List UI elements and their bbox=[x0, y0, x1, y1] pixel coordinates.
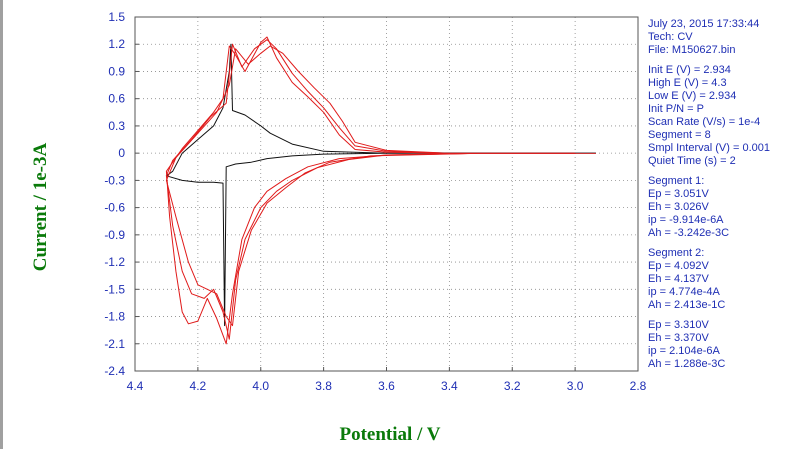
param-segment: Segment = 8 bbox=[648, 129, 711, 141]
seg3-ah: Ah = 1.288e-3C bbox=[648, 358, 726, 370]
seg2-title: Segment 2: bbox=[648, 247, 705, 259]
y-tick-label: -1.8 bbox=[104, 310, 125, 324]
y-axis-label: Current / 1e-3A bbox=[30, 142, 51, 272]
y-tick-label: 0.6 bbox=[108, 92, 125, 106]
y-tick-label: -2.1 bbox=[104, 337, 125, 351]
x-tick-label: 4.4 bbox=[127, 379, 144, 393]
y-tick-label: 0 bbox=[118, 146, 125, 160]
window-edge bbox=[0, 0, 3, 449]
series-line-5 bbox=[165, 45, 576, 327]
y-tick-label: -0.3 bbox=[104, 173, 125, 187]
y-tick-label: -1.2 bbox=[104, 255, 125, 269]
param-high-e: High E (V) = 4.3 bbox=[648, 77, 727, 89]
info-tech: Tech: CV bbox=[648, 31, 693, 43]
param-quiet-time: Quiet Time (s) = 2 bbox=[648, 155, 736, 167]
series-line-4 bbox=[165, 39, 576, 340]
seg1-eh: Eh = 3.026V bbox=[648, 201, 709, 213]
seg1-ep: Ep = 3.051V bbox=[648, 188, 709, 200]
y-tick-label: -0.9 bbox=[104, 228, 125, 242]
x-axis-label: Potential / V bbox=[339, 424, 441, 445]
seg1-ip: ip = -9.914e-6A bbox=[648, 214, 724, 226]
tick-layer: 4.4 4.2 4.0 3.8 3.6 3.4 3.2 3.0 2.8 1.5 1.2 0.9 0.6 0… bbox=[104, 10, 646, 393]
segment1-group: Segment 1: Ep = 3.051V Eh = 3.026V ip = … bbox=[648, 175, 798, 240]
x-tick-label: 3.2 bbox=[504, 379, 521, 393]
y-tick-label: -2.4 bbox=[104, 364, 125, 378]
y-tick-label: -0.6 bbox=[104, 201, 125, 215]
seg2-ip: ip = 4.774e-4A bbox=[648, 286, 720, 298]
seg2-ep: Ep = 4.092V bbox=[648, 260, 709, 272]
y-tick-label: 1.2 bbox=[108, 37, 125, 51]
series-line-2 bbox=[165, 43, 596, 327]
grid-layer bbox=[135, 17, 638, 371]
y-tick-label: 0.3 bbox=[108, 119, 125, 133]
info-date: July 23, 2015 17:33:44 bbox=[648, 18, 760, 30]
info-file: File: M150627.bin bbox=[648, 44, 736, 56]
param-smpl-interval: Smpl Interval (V) = 0.001 bbox=[648, 142, 770, 154]
params-group: Init E (V) = 2.934 High E (V) = 4.3 Low … bbox=[648, 64, 798, 168]
y-tick-label: 1.5 bbox=[108, 10, 125, 24]
x-tick-label: 3.6 bbox=[378, 379, 395, 393]
seg3-ip: ip = 2.104e-6A bbox=[648, 345, 720, 357]
param-init-e: Init E (V) = 2.934 bbox=[648, 64, 731, 76]
x-tick-label: 2.8 bbox=[630, 379, 647, 393]
series-layer bbox=[165, 36, 596, 345]
seg2-ah: Ah = 2.413e-1C bbox=[648, 299, 726, 311]
segment2-group: Segment 2: Ep = 4.092V Eh = 4.137V ip = … bbox=[648, 247, 798, 312]
seg3-eh: Eh = 3.370V bbox=[648, 332, 709, 344]
x-tick-label: 3.4 bbox=[441, 379, 458, 393]
x-tick-label: 4.0 bbox=[252, 379, 269, 393]
param-scan-rate: Scan Rate (V/s) = 1e-4 bbox=[648, 116, 761, 128]
x-tick-label: 3.8 bbox=[315, 379, 332, 393]
experiment-info-panel: July 23, 2015 17:33:44 Tech: CV File: M1… bbox=[648, 18, 798, 378]
param-init-pn: Init P/N = P bbox=[648, 103, 704, 115]
series-line-3 bbox=[165, 36, 596, 345]
segment3-group: Ep = 3.310V Eh = 3.370V ip = 2.104e-6A A… bbox=[648, 319, 798, 371]
x-tick-label: 4.2 bbox=[190, 379, 207, 393]
param-low-e: Low E (V) = 2.934 bbox=[648, 90, 737, 102]
seg2-eh: Eh = 4.137V bbox=[648, 273, 709, 285]
seg1-title: Segment 1: bbox=[648, 175, 705, 187]
seg1-ah: Ah = -3.242e-3C bbox=[648, 227, 730, 239]
x-tick-label: 3.0 bbox=[567, 379, 584, 393]
header-group: July 23, 2015 17:33:44 Tech: CV File: M1… bbox=[648, 18, 798, 57]
seg3-ep: Ep = 3.310V bbox=[648, 319, 709, 331]
y-tick-label: -1.5 bbox=[104, 282, 125, 296]
y-tick-label: 0.9 bbox=[108, 64, 125, 78]
